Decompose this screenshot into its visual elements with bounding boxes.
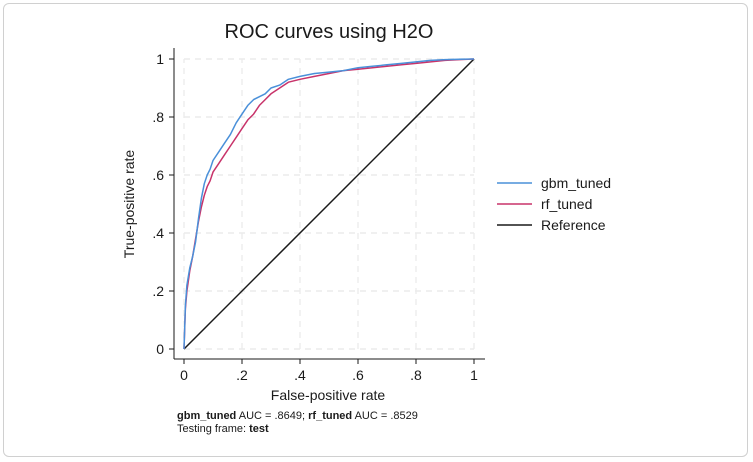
- y-ticks: 0 .2 .4 .6 .8 1: [152, 51, 174, 357]
- series-line-reference: [183, 58, 475, 350]
- y-tick-label: .4: [152, 225, 164, 241]
- y-tick-label: .2: [152, 283, 164, 299]
- legend-label-gbm-tuned: gbm_tuned: [541, 175, 611, 191]
- auc-note-gbm-value: AUC = .8649;: [236, 410, 308, 422]
- auc-note-rf-name: rf_tuned: [308, 410, 352, 422]
- legend: gbm_tuned rf_tuned Reference: [497, 175, 611, 233]
- x-tick-label: .4: [294, 367, 306, 383]
- auc-note-gbm-name: gbm_tuned: [177, 410, 236, 422]
- grid: [183, 58, 475, 350]
- y-axis-label: True-positive rate: [121, 150, 137, 259]
- legend-label-rf-tuned: rf_tuned: [541, 196, 592, 212]
- x-tick-label: .6: [352, 367, 364, 383]
- series-group: [183, 58, 475, 350]
- chart-frame: [3, 3, 748, 457]
- auc-note-rf-value: AUC = .8529: [352, 410, 418, 422]
- auc-note: gbm_tuned AUC = .8649; rf_tuned AUC = .8…: [177, 410, 418, 422]
- series-line-gbm-tuned: [183, 58, 475, 350]
- y-tick-label: .6: [152, 167, 164, 183]
- y-tick-label: .8: [152, 109, 164, 125]
- x-ticks: 0 .2 .4 .6 .8 1: [180, 359, 478, 383]
- frame-note-value: test: [249, 423, 269, 435]
- x-tick-label: 1: [470, 367, 478, 383]
- x-tick-label: .8: [410, 367, 422, 383]
- x-tick-label: 0: [180, 367, 188, 383]
- chart-title: ROC curves using H2O: [225, 21, 434, 43]
- y-tick-label: 0: [156, 341, 164, 357]
- legend-label-reference: Reference: [541, 217, 606, 233]
- x-axis-label: False-positive rate: [271, 387, 386, 403]
- frame-note: Testing frame: test: [177, 423, 269, 435]
- frame-note-label: Testing frame:: [177, 423, 249, 435]
- x-tick-label: .2: [236, 367, 248, 383]
- y-tick-label: 1: [156, 51, 164, 67]
